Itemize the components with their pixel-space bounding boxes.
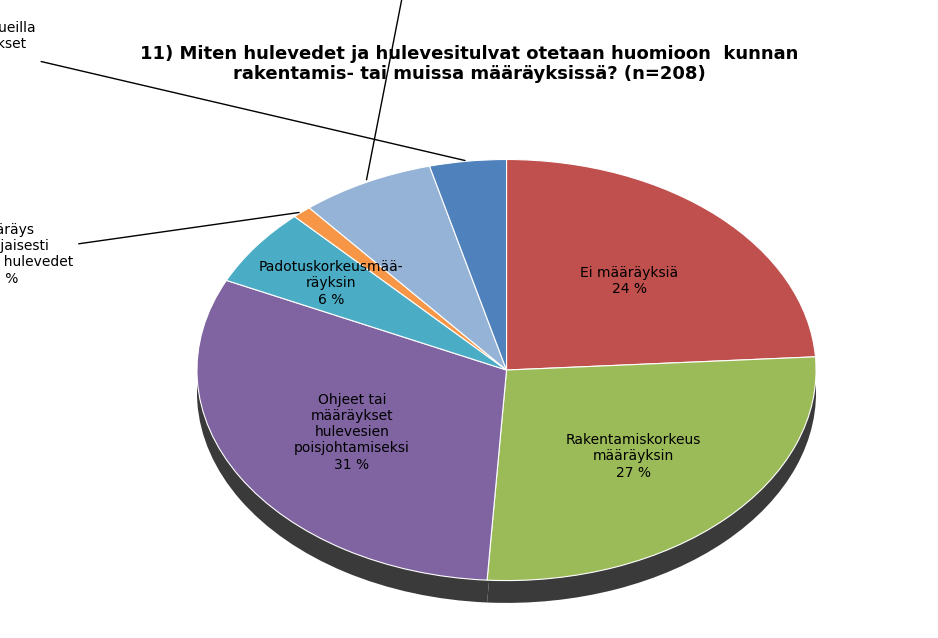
Wedge shape	[507, 160, 815, 370]
Text: Tulvaherkillä alueilla
omat määräykset
4 %: Tulvaherkillä alueilla omat määräykset 4…	[0, 20, 465, 161]
Text: Määräys
ensisijaisesti
imeyttää hulevedet
1 %: Määräys ensisijaisesti imeyttää hulevede…	[0, 212, 299, 286]
Wedge shape	[430, 160, 507, 370]
Wedge shape	[226, 216, 507, 370]
Wedge shape	[197, 280, 507, 580]
Wedge shape	[295, 208, 507, 370]
Wedge shape	[507, 182, 815, 392]
Text: Rakentamiskorkeus
määräyksin
27 %: Rakentamiskorkeus määräyksin 27 %	[566, 433, 702, 480]
Text: 11) Miten hulevedet ja hulevesitulvat otetaan huomioon  kunnan
rakentamis- tai m: 11) Miten hulevedet ja hulevesitulvat ot…	[140, 45, 798, 84]
Text: Ohjeet tai
määräykset
hulevesien
poisjohtamiseksi
31 %: Ohjeet tai määräykset hulevesien poisjoh…	[294, 393, 410, 471]
Wedge shape	[310, 188, 507, 392]
Wedge shape	[295, 230, 507, 392]
Wedge shape	[197, 302, 507, 602]
Wedge shape	[226, 239, 507, 392]
Wedge shape	[487, 357, 816, 581]
Wedge shape	[487, 379, 816, 603]
Text: Ohje tai määräys
imeytyksestä tai
pidättämisestä
7 %: Ohje tai määräys imeytyksestä tai pidätt…	[354, 0, 474, 180]
Wedge shape	[430, 182, 507, 392]
Text: Ei määräyksiä
24 %: Ei määräyksiä 24 %	[581, 266, 678, 296]
Wedge shape	[310, 166, 507, 370]
Text: Padotuskorkeusmää-
räyksin
6 %: Padotuskorkeusmää- räyksin 6 %	[259, 260, 403, 307]
